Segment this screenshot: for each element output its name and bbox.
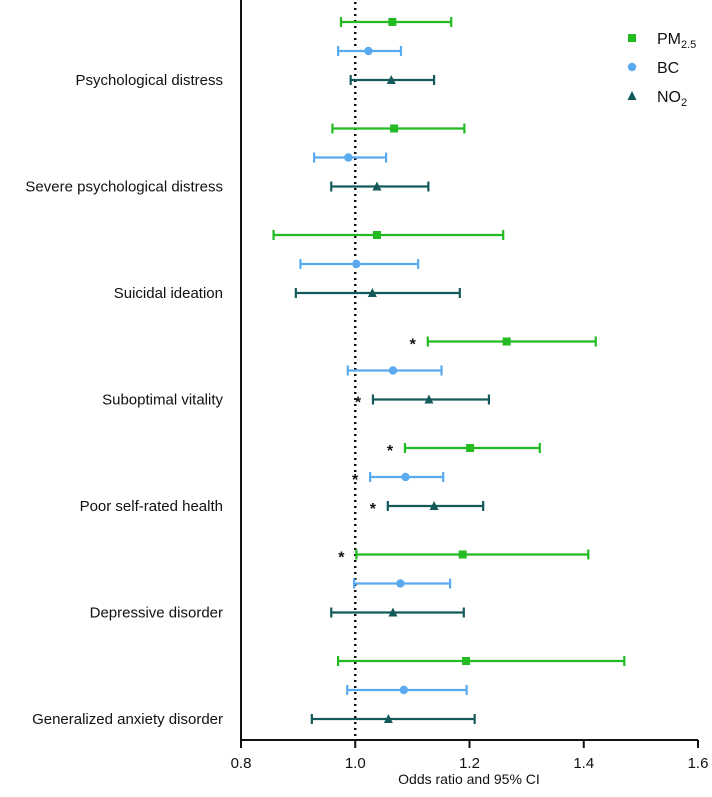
point-marker	[386, 75, 396, 84]
point-marker	[399, 685, 409, 695]
point-marker	[344, 153, 353, 162]
x-tick-label: 1.0	[345, 755, 366, 772]
point-marker	[466, 444, 475, 452]
legend-label: PM2.5	[657, 31, 696, 51]
significance-marker: *	[370, 501, 377, 518]
x-tick-label: 1.4	[573, 755, 594, 772]
category-label: Poor self-rated health	[80, 498, 223, 515]
x-tick-label: 1.6	[688, 755, 709, 772]
axis-layer: Odds ratio and 95% CI	[240, 0, 698, 787]
point-marker	[367, 288, 377, 297]
category-label: Generalized anxiety disorder	[32, 711, 223, 728]
point-marker	[372, 231, 381, 239]
point-marker	[372, 181, 382, 191]
category-label: Suboptimal vitality	[102, 392, 223, 409]
legend-marker-circle	[627, 62, 637, 72]
legend-label-main: BC	[657, 60, 679, 77]
legend-label-main: PM	[657, 31, 681, 48]
point-marker	[424, 394, 434, 404]
point-marker	[429, 501, 439, 510]
legend-label: NO2	[657, 89, 687, 109]
series-bc: *	[299, 46, 468, 695]
significance-marker: *	[352, 472, 359, 489]
significance-marker: *	[355, 395, 362, 412]
data-layer: ******	[272, 17, 626, 724]
series-pm25: * * *	[272, 17, 626, 666]
significance-marker: *	[338, 550, 345, 567]
legend-label-subscript: 2	[681, 97, 687, 109]
point-marker	[364, 46, 373, 56]
x-tick-label: 0.8	[231, 755, 252, 772]
point-marker	[462, 657, 471, 665]
category-label: Depressive disorder	[90, 605, 223, 622]
point-marker	[458, 550, 467, 559]
category-label-layer: Psychological distress Severe psychologic…	[25, 72, 223, 728]
legend-label-subscript: 2.5	[681, 39, 696, 51]
point-marker	[388, 366, 398, 375]
tick-layer: 0.8 1.0 1.2 1.4 1.6	[231, 740, 709, 772]
point-marker	[352, 259, 361, 269]
legend-label: BC	[657, 60, 679, 77]
legend-label-main: NO	[657, 89, 681, 106]
category-label: Suicidal ideation	[114, 285, 223, 302]
legend-marker-square	[628, 34, 636, 42]
category-label: Severe psychological distress	[25, 179, 223, 196]
point-marker	[396, 579, 405, 588]
point-marker	[401, 472, 410, 482]
point-marker	[383, 714, 393, 723]
significance-marker: *	[387, 443, 394, 460]
category-label: Psychological distress	[75, 72, 223, 89]
legend-marker-triangle	[627, 91, 637, 100]
point-marker	[502, 337, 511, 346]
x-axis-title: Odds ratio and 95% CI	[398, 771, 540, 787]
point-marker	[390, 124, 399, 133]
significance-marker: *	[410, 337, 417, 354]
x-tick-label: 1.2	[459, 755, 480, 772]
point-marker	[388, 607, 398, 617]
point-marker	[388, 18, 397, 26]
series-no2: **	[294, 75, 491, 724]
